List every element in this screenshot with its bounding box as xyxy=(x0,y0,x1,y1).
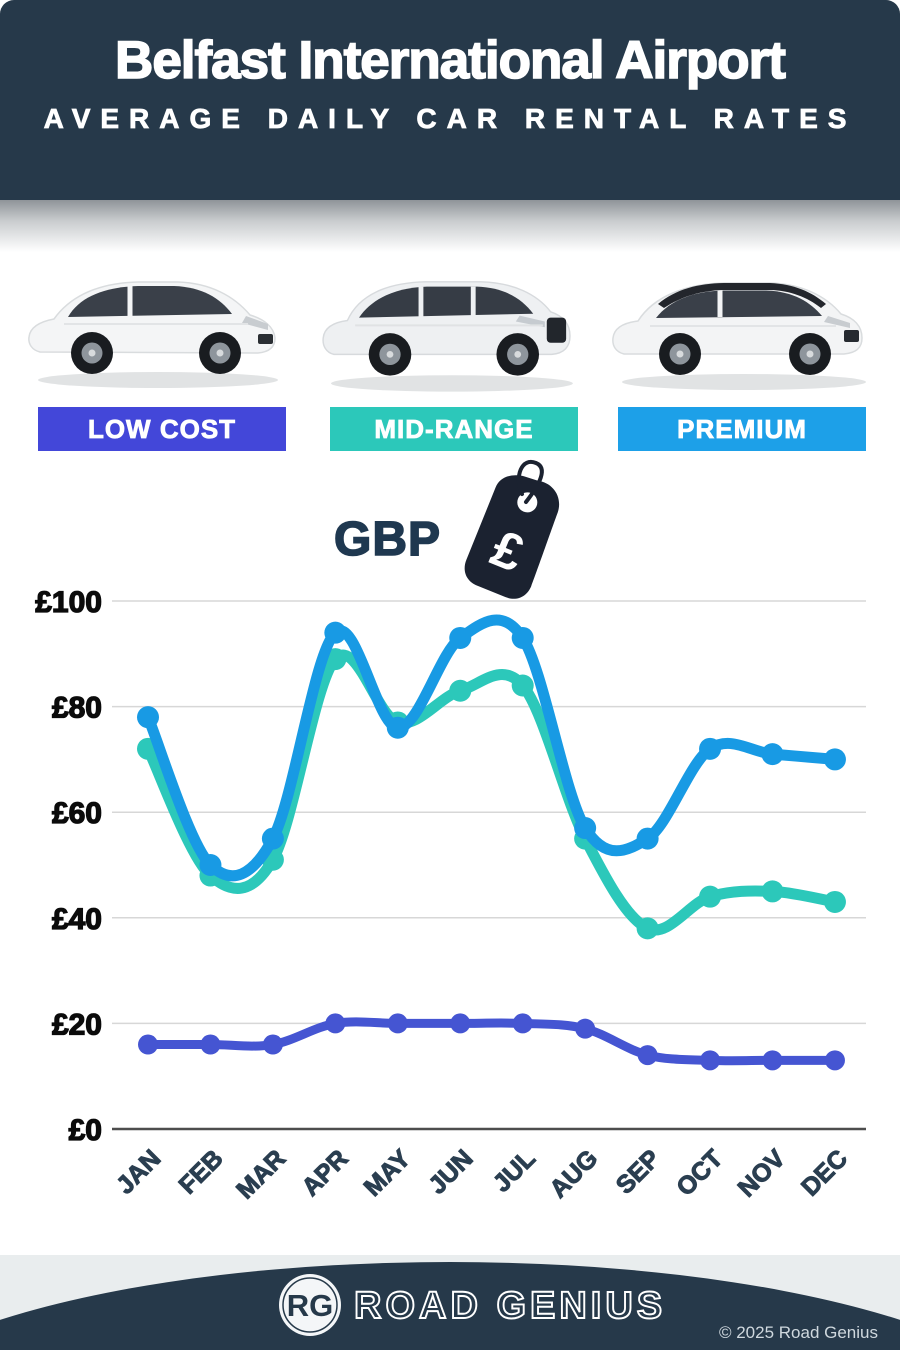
x-tick-label-jun: JUN xyxy=(423,1144,478,1199)
data-point-mar xyxy=(262,1034,283,1055)
data-point-apr xyxy=(324,621,347,644)
data-point-dec xyxy=(823,890,846,913)
x-tick-label-jul: JUL xyxy=(488,1144,541,1197)
series-low-cost xyxy=(138,1013,845,1071)
data-point-may xyxy=(386,716,409,739)
data-point-nov xyxy=(761,743,784,766)
mid-range-label-text: MID-RANGE xyxy=(374,413,534,444)
x-tick-label-mar: MAR xyxy=(231,1144,291,1204)
data-point-oct xyxy=(700,1050,721,1071)
y-tick-label: £80 xyxy=(52,692,102,725)
data-point-sep xyxy=(637,1045,658,1066)
y-tick-label: £40 xyxy=(52,903,102,936)
x-tick-label-may: MAY xyxy=(359,1144,417,1202)
suv-car-illustration xyxy=(322,281,573,392)
data-point-jun xyxy=(449,679,472,702)
header-banner: Belfast International Airport AVERAGE DA… xyxy=(0,0,900,200)
header-shadow-gradient xyxy=(0,200,900,252)
premium-label-text: PREMIUM xyxy=(677,413,807,444)
data-point-jul xyxy=(511,674,534,697)
data-point-aug xyxy=(575,1018,596,1039)
luxury-suv-car-illustration xyxy=(612,282,866,390)
page-title: Belfast International Airport xyxy=(114,30,786,91)
data-point-apr xyxy=(325,1013,346,1034)
brand-logo-circle xyxy=(279,1274,341,1336)
data-point-aug xyxy=(574,817,597,840)
x-tick-label-nov: NOV xyxy=(733,1144,791,1202)
series-line xyxy=(142,614,841,882)
premium-car-image xyxy=(598,246,890,396)
data-point-jun xyxy=(449,626,472,649)
page-subtitle: AVERAGE DAILY CAR RENTAL RATES xyxy=(43,103,857,135)
y-tick-label: £100 xyxy=(35,586,102,619)
x-tick-label-aug: AUG xyxy=(544,1144,603,1203)
x-tick-label-jan: JAN xyxy=(111,1144,166,1199)
currency-code: GBP xyxy=(333,512,442,567)
data-point-dec xyxy=(824,1050,845,1071)
data-point-sep xyxy=(636,917,659,940)
data-point-oct xyxy=(699,737,722,760)
series-mid-range xyxy=(137,648,846,940)
data-point-jul xyxy=(511,626,534,649)
data-point-sep xyxy=(636,827,659,850)
hatchback-car-illustration xyxy=(28,281,278,388)
data-point-nov xyxy=(762,1050,783,1071)
x-tick-label-feb: FEB xyxy=(174,1144,229,1199)
footer: RG ROAD GENIUS © 2025 Road Genius xyxy=(0,1255,900,1355)
data-point-feb xyxy=(200,1034,221,1055)
data-point-nov xyxy=(761,880,784,903)
x-tick-label-oct: OCT xyxy=(671,1144,728,1201)
x-tick-label-dec: DEC xyxy=(796,1144,853,1201)
data-point-jan xyxy=(138,1034,158,1055)
rental-rates-line-chart: £100 £80 £60 £40 £20 £0 JAN FEB MAR APR MAY JUN JUL A… xyxy=(35,585,866,1205)
data-point-jul xyxy=(512,1013,533,1034)
y-tick-label: £20 xyxy=(52,1008,102,1041)
data-point-feb xyxy=(199,854,222,876)
data-point-jun xyxy=(450,1013,471,1034)
low-cost-label-text: LOW COST xyxy=(87,413,237,444)
footer-dome xyxy=(0,1262,900,1355)
mid-range-label: MID-RANGE xyxy=(330,407,578,451)
brand-logo-initials: RG xyxy=(287,1288,334,1323)
low-cost-label: LOW COST xyxy=(38,407,286,451)
data-point-may xyxy=(387,1013,408,1034)
low-cost-car-image xyxy=(12,246,304,396)
y-tick-label: £60 xyxy=(52,797,102,830)
data-point-dec xyxy=(823,748,846,771)
series-premium xyxy=(137,614,846,882)
price-tag-icon: £ xyxy=(452,458,582,616)
x-tick-label-apr: APR xyxy=(296,1144,353,1201)
premium-label: PREMIUM xyxy=(618,407,866,451)
data-point-jan xyxy=(137,706,159,729)
series-line xyxy=(143,1017,840,1066)
data-point-oct xyxy=(699,885,722,908)
brand-name: ROAD GENIUS xyxy=(354,1285,666,1327)
data-point-mar xyxy=(261,827,284,850)
mid-range-car-image xyxy=(304,246,596,396)
series-line xyxy=(142,649,841,936)
y-tick-label: £0 xyxy=(69,1114,102,1147)
copyright-text: © 2025 Road Genius xyxy=(719,1323,878,1342)
x-tick-label-sep: SEP xyxy=(611,1144,666,1199)
